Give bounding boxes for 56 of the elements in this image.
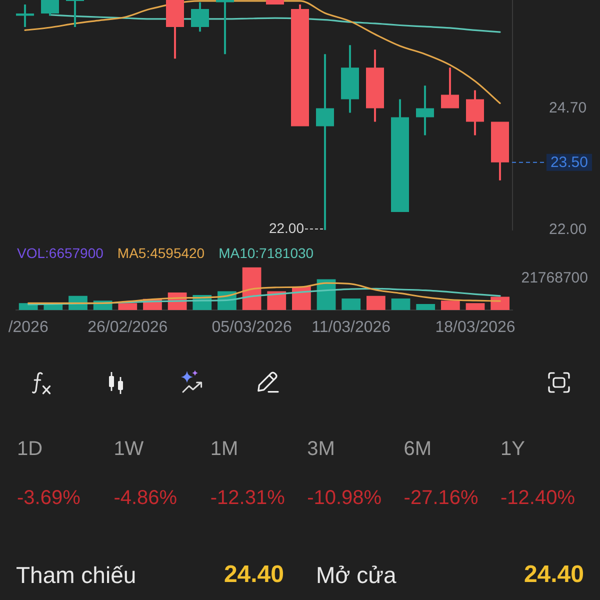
bar xyxy=(391,298,410,310)
text: -12.31% xyxy=(210,487,285,509)
candlestick xyxy=(316,54,334,230)
text: -10.98% xyxy=(307,487,382,509)
candlestick xyxy=(266,0,284,5)
candlestick xyxy=(391,99,409,212)
candlestick xyxy=(66,0,84,28)
candlestick xyxy=(291,4,309,126)
candlestick xyxy=(16,4,34,28)
candlestick xyxy=(41,0,59,16)
text: -3.69% xyxy=(17,487,80,509)
bar xyxy=(267,291,286,310)
ref-line-label: 23.50 xyxy=(550,154,588,171)
category-label: 6M xyxy=(404,438,432,460)
text: MA10:7181030 xyxy=(218,244,314,262)
candlestick xyxy=(216,0,234,54)
bar xyxy=(118,303,138,310)
text: MA5:4595420 xyxy=(117,244,205,262)
category-label: Tham chiếu xyxy=(16,562,136,588)
category-label: 1D xyxy=(17,438,43,460)
bar xyxy=(242,267,262,310)
bar xyxy=(490,296,510,310)
candlestick xyxy=(466,90,484,136)
candlestick xyxy=(491,122,509,180)
bar xyxy=(466,303,485,310)
candlestick xyxy=(441,68,459,108)
x-tick-label: /2026 xyxy=(8,319,48,336)
text: -27.16% xyxy=(404,487,478,509)
category-label: 1Y xyxy=(500,438,525,460)
category-label: 1W xyxy=(114,438,144,460)
line-series xyxy=(24,0,501,104)
text: VOL:6657900 xyxy=(17,244,104,262)
category-label: 3M xyxy=(307,438,335,460)
candlestick xyxy=(191,2,209,32)
candlestick xyxy=(366,50,384,122)
text: 24.40 xyxy=(224,561,284,588)
annotation: 22.00 xyxy=(268,220,304,236)
candlestick xyxy=(341,45,359,113)
text: 21768700 xyxy=(521,269,588,286)
line-series xyxy=(49,14,501,33)
x-tick-label: 11/03/2026 xyxy=(312,319,391,336)
text: -4.86% xyxy=(114,487,178,509)
y-tick-label: 24.70 xyxy=(549,99,587,116)
text: -12.40% xyxy=(500,487,575,509)
candlestick xyxy=(166,0,184,59)
category-label: Mở cửa xyxy=(316,562,396,588)
bar xyxy=(366,296,386,310)
candlestick xyxy=(416,86,434,136)
category-label: 1M xyxy=(210,438,238,460)
bar xyxy=(416,304,436,310)
x-tick-label: 26/02/2026 xyxy=(88,319,168,336)
bar xyxy=(342,298,361,310)
bar xyxy=(440,300,460,310)
text: 24.40 xyxy=(524,561,584,588)
x-tick-label: 05/03/2026 xyxy=(212,319,292,336)
x-tick-label: 18/03/2026 xyxy=(435,319,516,336)
